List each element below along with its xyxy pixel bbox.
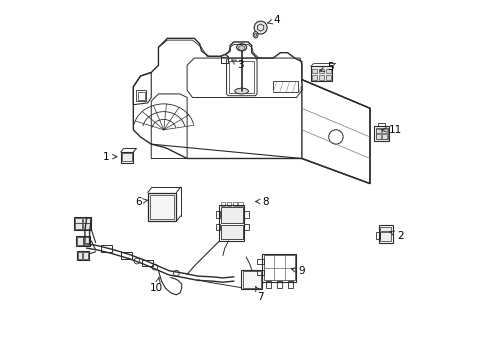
Bar (142, 260, 153, 266)
Text: 10: 10 (150, 278, 163, 293)
Bar (215, 211, 220, 218)
Text: 4: 4 (267, 15, 280, 26)
Bar (380, 232, 390, 241)
Ellipse shape (253, 32, 258, 38)
Bar (215, 224, 220, 230)
Bar (375, 134, 380, 139)
Bar (380, 226, 390, 231)
Text: 1: 1 (103, 152, 117, 162)
Bar (221, 56, 227, 63)
Bar (257, 270, 263, 275)
Bar (221, 225, 242, 239)
Ellipse shape (236, 44, 246, 51)
Bar (221, 207, 242, 223)
Bar (101, 245, 112, 252)
Bar (232, 202, 237, 206)
Bar (221, 202, 225, 206)
Bar (77, 237, 82, 245)
Bar (382, 129, 386, 134)
Bar (121, 152, 133, 163)
Bar (241, 270, 262, 289)
Ellipse shape (234, 88, 248, 94)
Bar (319, 75, 324, 80)
Bar (377, 123, 384, 126)
Bar (83, 252, 88, 258)
Bar (226, 202, 231, 206)
Bar (276, 281, 282, 288)
Bar (287, 281, 292, 288)
Text: 3: 3 (231, 60, 244, 70)
Bar (83, 224, 90, 229)
Bar (375, 129, 380, 134)
Text: 9: 9 (291, 266, 305, 276)
Bar (149, 195, 174, 219)
Bar (378, 225, 392, 243)
Bar (75, 224, 82, 229)
Bar (264, 255, 294, 280)
Bar (244, 224, 248, 230)
Bar (325, 69, 330, 73)
Ellipse shape (238, 46, 244, 50)
Text: 11: 11 (381, 125, 401, 135)
Bar (312, 69, 317, 73)
Bar (83, 218, 90, 223)
Bar (147, 193, 176, 221)
Bar (257, 259, 263, 264)
Bar (78, 252, 82, 258)
Bar (242, 271, 260, 288)
Bar (77, 251, 89, 260)
Bar (76, 235, 90, 246)
Bar (375, 128, 387, 139)
Text: 8: 8 (255, 197, 269, 207)
Bar (238, 202, 242, 206)
Bar (319, 69, 324, 73)
Bar (74, 217, 91, 230)
Bar (136, 90, 146, 101)
Bar (310, 66, 332, 81)
Text: 5: 5 (319, 62, 333, 72)
Bar (382, 134, 386, 139)
Bar (373, 126, 388, 140)
Bar (75, 218, 82, 223)
Bar (137, 92, 144, 100)
Bar (312, 75, 317, 80)
Bar (265, 281, 271, 288)
Bar (121, 252, 131, 259)
Bar (244, 211, 248, 218)
Bar (325, 75, 330, 80)
Ellipse shape (221, 55, 227, 58)
Bar (375, 232, 379, 239)
Bar (219, 205, 244, 241)
Bar (262, 253, 296, 282)
Bar (122, 153, 132, 161)
Circle shape (254, 21, 266, 34)
Text: 7: 7 (255, 286, 264, 302)
Text: 2: 2 (389, 231, 403, 240)
Text: 6: 6 (135, 197, 147, 207)
Bar (83, 237, 89, 245)
